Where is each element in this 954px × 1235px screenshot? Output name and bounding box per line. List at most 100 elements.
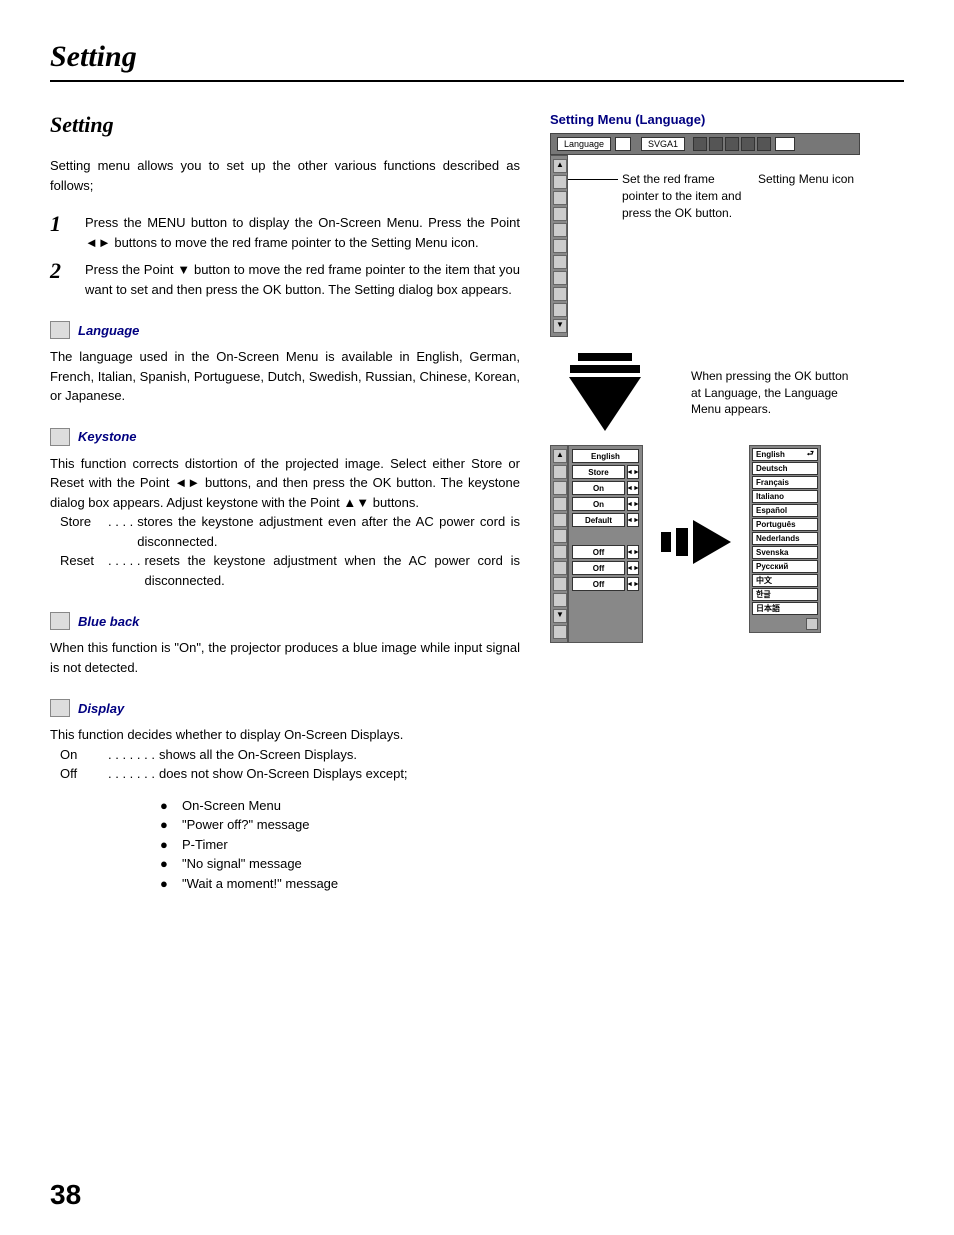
language-option: Italiano xyxy=(752,490,818,503)
bullet-icon: ● xyxy=(160,796,182,816)
sidebar-item-icon xyxy=(553,529,567,543)
step-1: 1 Press the MENU button to display the O… xyxy=(50,213,520,252)
setting-value: On xyxy=(572,497,625,511)
keystone-block: Keystone This function corrects distorti… xyxy=(50,428,520,591)
setting-value: Store xyxy=(572,465,625,479)
display-title: Display xyxy=(78,701,124,716)
language-title: Language xyxy=(78,323,139,338)
display-body: This function decides whether to display… xyxy=(50,725,520,745)
def-desc: stores the keystone adjustment even afte… xyxy=(137,512,520,551)
keystone-def-store: Store . . . . stores the keystone adjust… xyxy=(60,512,520,551)
bullet-text: On-Screen Menu xyxy=(182,796,281,816)
language-option: Deutsch xyxy=(752,462,818,475)
sidebar-item-icon xyxy=(553,481,567,495)
sidebar-item-icon xyxy=(553,223,567,237)
osd-menubar: Language SVGA1 xyxy=(550,133,860,155)
bullet-text: "Power off?" message xyxy=(182,815,310,835)
down-arrow-icon xyxy=(578,353,641,431)
right-panel-title: Setting Menu (Language) xyxy=(550,112,904,127)
display-exceptions: ●On-Screen Menu ●"Power off?" message ●P… xyxy=(160,796,520,894)
display-def-off: Off . . . . . . . does not show On-Scree… xyxy=(60,764,520,784)
language-option: Français xyxy=(752,476,818,489)
language-option: 日本語 xyxy=(752,602,818,615)
setting-value: On xyxy=(572,481,625,495)
def-term: Off xyxy=(60,764,108,784)
osd-panel-2: ▲ ▼ English Store◄► On◄► xyxy=(550,445,860,643)
menubar-icons xyxy=(693,137,771,151)
sidebar-item-icon xyxy=(553,191,567,205)
sidebar-item-icon xyxy=(553,577,567,591)
left-column: Setting Setting menu allows you to set u… xyxy=(50,112,520,893)
right-arrow-icon xyxy=(661,520,731,569)
intro-paragraph: Setting menu allows you to set up the ot… xyxy=(50,156,520,195)
sidebar-item-icon xyxy=(553,497,567,511)
adjust-arrows-icon: ◄► xyxy=(627,513,639,527)
sidebar-item-icon xyxy=(553,239,567,253)
callout-menu-icon-text: Setting Menu icon xyxy=(758,171,868,188)
sidebar-up-icon: ▲ xyxy=(553,159,567,173)
adjust-arrows-icon: ◄► xyxy=(627,577,639,591)
setting-value: Off xyxy=(572,545,625,559)
keystone-def-reset: Reset . . . . . resets the keystone adju… xyxy=(60,551,520,590)
sidebar-item-icon xyxy=(553,287,567,301)
def-desc: resets the keystone adjustment when the … xyxy=(145,551,520,590)
bullet-text: "Wait a moment!" message xyxy=(182,874,338,894)
osd-panel-1: ▲ ▼ Set the red frame pointer to the ite… xyxy=(550,155,860,337)
bullet-icon: ● xyxy=(160,874,182,894)
menubar-mode: SVGA1 xyxy=(641,137,685,151)
bullet-icon: ● xyxy=(160,815,182,835)
display-icon xyxy=(50,699,70,717)
menubar-icon xyxy=(757,137,771,151)
osd-sidebar: ▲ ▼ xyxy=(550,155,568,337)
arrow-caption: When pressing the OK button at Language,… xyxy=(691,368,851,418)
sidebar-item-icon xyxy=(553,255,567,269)
def-term: Store xyxy=(60,512,108,551)
step-number: 2 xyxy=(50,260,85,299)
language-block: Language The language used in the On-Scr… xyxy=(50,321,520,406)
settings-values-column: English Store◄► On◄► On◄► Default◄► Off◄… xyxy=(568,445,643,643)
blueback-title: Blue back xyxy=(78,614,139,629)
display-def-on: On . . . . . . . shows all the On-Screen… xyxy=(60,745,520,765)
adjust-arrows-icon: ◄► xyxy=(627,545,639,559)
menubar-icon xyxy=(725,137,739,151)
language-option: Русский xyxy=(752,560,818,573)
sidebar-item-icon xyxy=(553,513,567,527)
def-desc: shows all the On-Screen Displays. xyxy=(159,745,357,765)
language-menu-column: English⮐ Deutsch Français Italiano Españ… xyxy=(749,445,821,633)
sidebar-return-icon xyxy=(553,625,567,639)
language-option: English⮐ xyxy=(752,448,818,461)
return-icon: ⮐ xyxy=(807,448,814,462)
step-text: Press the MENU button to display the On-… xyxy=(85,213,520,252)
keystone-title: Keystone xyxy=(78,429,137,444)
language-icon xyxy=(50,321,70,339)
language-option: 한글 xyxy=(752,588,818,601)
menubar-icon xyxy=(741,137,755,151)
adjust-arrows-icon: ◄► xyxy=(627,481,639,495)
sidebar-item-icon xyxy=(553,593,567,607)
step-2: 2 Press the Point ▼ button to move the r… xyxy=(50,260,520,299)
page-title: Setting xyxy=(50,40,904,82)
section-heading: Setting xyxy=(50,112,520,138)
sidebar-item-icon xyxy=(553,303,567,317)
def-desc: does not show On-Screen Displays except; xyxy=(159,764,408,784)
callout-pointer-text: Set the red frame pointer to the item an… xyxy=(622,171,752,221)
setting-value: English xyxy=(572,449,639,463)
language-return-icon xyxy=(806,618,818,630)
def-dots: . . . . xyxy=(108,512,137,551)
language-option: 中文 xyxy=(752,574,818,587)
setting-value: Default xyxy=(572,513,625,527)
sidebar-item-icon xyxy=(553,207,567,221)
setting-value: Off xyxy=(572,561,625,575)
sidebar-item-icon xyxy=(553,545,567,559)
adjust-arrows-icon: ◄► xyxy=(627,465,639,479)
page-number: 38 xyxy=(50,1179,81,1211)
keystone-icon xyxy=(50,428,70,446)
sidebar-item-icon xyxy=(553,561,567,575)
keystone-body: This function corrects distortion of the… xyxy=(50,454,520,513)
bullet-icon: ● xyxy=(160,854,182,874)
menubar-icon xyxy=(709,137,723,151)
adjust-arrows-icon: ◄► xyxy=(627,561,639,575)
sidebar-item-icon xyxy=(553,271,567,285)
blueback-icon xyxy=(50,612,70,630)
sidebar-down-icon: ▼ xyxy=(553,609,567,623)
